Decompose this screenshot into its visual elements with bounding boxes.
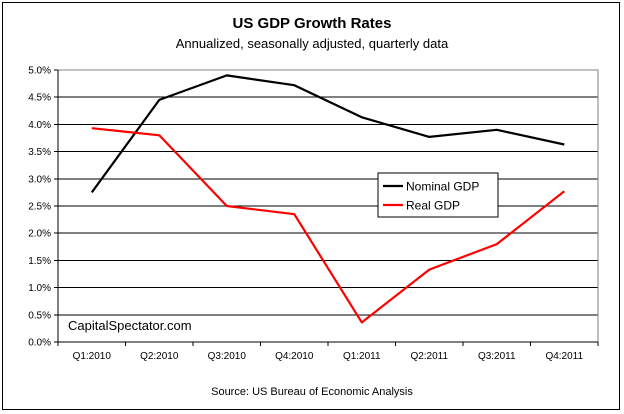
y-tick-label: 5.0% — [28, 66, 51, 77]
x-tick-label: Q4:2010 — [275, 351, 314, 362]
x-tick-label: Q1:2010 — [73, 351, 112, 362]
y-tick-label: 4.0% — [28, 120, 51, 131]
x-tick-label: Q4:2011 — [545, 351, 583, 362]
x-tick-label: Q3:2011 — [478, 351, 516, 362]
x-tick-label: Q1:2011 — [343, 351, 381, 362]
y-tick-label: 0.5% — [28, 310, 51, 321]
x-tick-label: Q2:2010 — [140, 351, 179, 362]
series-line-nominal-gdp — [90, 74, 565, 194]
y-tick-label: 4.5% — [28, 93, 51, 104]
series-line-real-gdp — [91, 127, 565, 324]
x-tick-label: Q2:2011 — [410, 351, 448, 362]
legend-box — [377, 172, 499, 218]
watermark-text: CapitalSpectator.com — [68, 318, 192, 333]
y-tick-label: 2.5% — [28, 202, 51, 213]
chart-subtitle: Annualized, seasonally adjusted, quarter… — [175, 36, 449, 51]
y-tick-label: 3.5% — [28, 147, 51, 158]
y-tick-label: 2.0% — [28, 229, 51, 240]
y-tick-label: 1.5% — [28, 256, 51, 267]
chart-title: US GDP Growth Rates — [232, 15, 392, 32]
chart-source: Source: US Bureau of Economic Analysis — [211, 386, 413, 398]
x-tick-label: Q3:2010 — [208, 351, 247, 362]
y-tick-label: 0.0% — [28, 338, 51, 349]
legend-label: Nominal GDP — [406, 180, 479, 194]
y-tick-label: 1.0% — [28, 283, 51, 294]
y-tick-label: 3.0% — [28, 174, 51, 185]
legend-label: Real GDP — [406, 199, 460, 213]
